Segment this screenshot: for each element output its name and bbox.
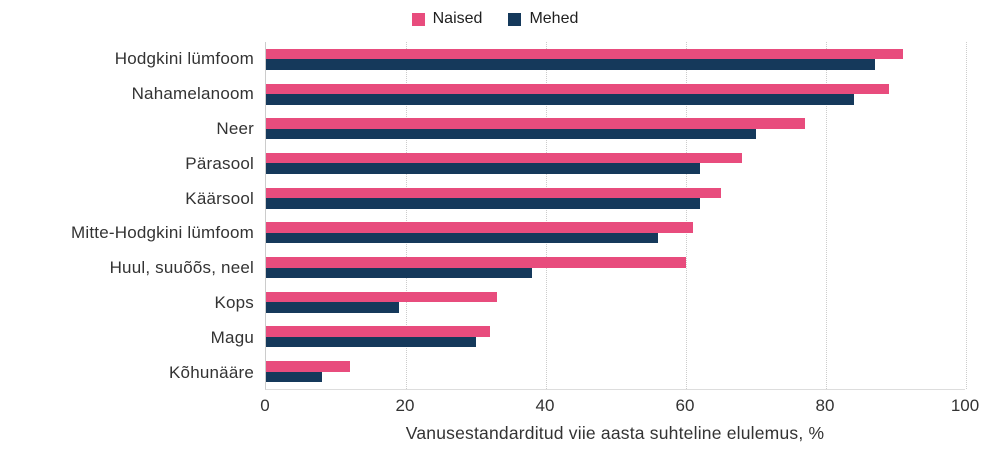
- bar-group: [266, 181, 965, 216]
- bar-group: [266, 111, 965, 146]
- bar-group: [266, 146, 965, 181]
- plot-area: [265, 42, 967, 390]
- x-tick-label-20: 20: [395, 396, 415, 415]
- category-axis: Hodgkini lümfoom Nahamelanoom Neer Pärasool…: [0, 42, 265, 390]
- category-label: Neer: [216, 118, 254, 138]
- survival-bar-chart: Hodgkini lümfoom Nahamelanoom Neer Pärasool…: [0, 42, 990, 390]
- bar-group: [266, 285, 965, 320]
- category-label: Nahamelanoom: [131, 84, 254, 104]
- x-axis-title: Vanusestandarditud viie aasta suhteline …: [405, 423, 825, 443]
- bar-naised[interactable]: [266, 152, 742, 164]
- bar-naised[interactable]: [266, 222, 693, 233]
- bar-mehed[interactable]: [266, 59, 875, 70]
- bar-naised[interactable]: [266, 118, 805, 129]
- naised-swatch-icon: [411, 12, 425, 26]
- x-tick-label-40: 40: [535, 396, 555, 415]
- legend-item-mehed[interactable]: Mehed: [508, 10, 578, 28]
- category-label: Magu: [210, 327, 254, 347]
- bar-naised[interactable]: [266, 48, 903, 60]
- bar-mehed[interactable]: [266, 371, 322, 383]
- bar-mehed[interactable]: [266, 128, 756, 140]
- category-label: Kops: [214, 292, 254, 312]
- x-tick-label-80: 80: [815, 396, 835, 415]
- bar-group: [266, 320, 965, 355]
- bar-mehed[interactable]: [266, 163, 700, 174]
- bar-naised[interactable]: [266, 187, 721, 199]
- gridline-40: [546, 42, 547, 389]
- bar-mehed[interactable]: [266, 267, 532, 279]
- legend-item-naised[interactable]: Naised: [411, 10, 483, 28]
- category-label: Hodgkini lümfoom: [114, 49, 254, 69]
- bar-mehed[interactable]: [266, 198, 700, 209]
- category-label: Kõhunääre: [169, 362, 254, 382]
- gridline-80: [826, 42, 827, 389]
- category-label: Mitte-Hodgkini lümfoom: [71, 223, 254, 243]
- legend-label-naised: Naised: [432, 10, 483, 27]
- bar-mehed[interactable]: [266, 232, 658, 244]
- bar-rows: [266, 42, 965, 389]
- bar-group: [266, 354, 965, 389]
- category-label: Pärasool: [185, 153, 254, 173]
- category-label: Käärsool: [185, 188, 254, 208]
- bar-naised[interactable]: [266, 257, 686, 268]
- bar-mehed[interactable]: [266, 336, 476, 348]
- bar-naised[interactable]: [266, 83, 889, 95]
- gridline-20: [406, 42, 407, 389]
- x-tick-label-60: 60: [675, 396, 695, 415]
- bar-naised[interactable]: [266, 291, 497, 303]
- legend-label-mehed: Mehed: [529, 10, 579, 27]
- bar-naised[interactable]: [266, 361, 350, 372]
- bar-naised[interactable]: [266, 326, 490, 337]
- mehed-swatch-icon: [508, 12, 522, 26]
- gridline-60: [686, 42, 687, 389]
- bar-group: [266, 216, 965, 251]
- chart-legend: Naised Mehed: [0, 0, 990, 29]
- bar-group: [266, 42, 965, 77]
- bar-group: [266, 77, 965, 112]
- bar-mehed[interactable]: [266, 302, 399, 313]
- x-tick-label-100: 100: [950, 396, 980, 415]
- gridline-100: [966, 42, 967, 389]
- bar-group: [266, 250, 965, 285]
- category-label: Huul, suuõõs, neel: [109, 258, 254, 278]
- x-tick-label-0: 0: [260, 396, 270, 415]
- x-axis-ticks: 0 20 40 60 80 100: [260, 390, 979, 416]
- bar-mehed[interactable]: [266, 94, 854, 105]
